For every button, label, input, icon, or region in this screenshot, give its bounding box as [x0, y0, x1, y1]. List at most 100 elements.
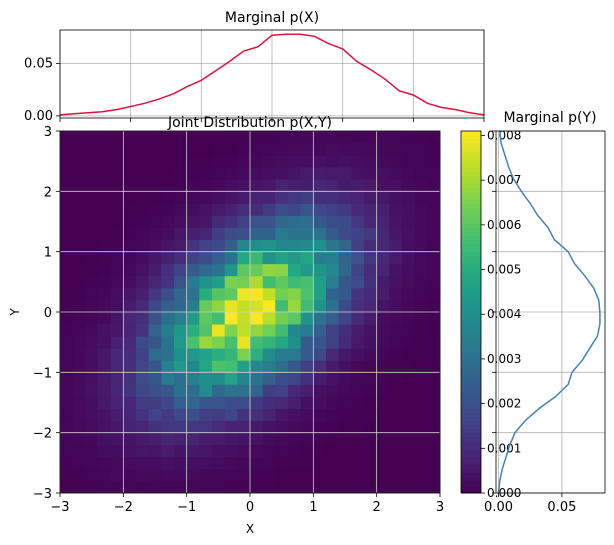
heatmap-cell: [351, 456, 365, 470]
heatmap-cell: [275, 275, 289, 289]
heatmap-cell: [262, 275, 276, 289]
joint-ytick-label: 3: [44, 125, 52, 140]
heatmap-cell: [364, 384, 378, 397]
heatmap-cell: [364, 408, 378, 421]
heatmap-cell: [427, 203, 441, 216]
heatmap-cell: [72, 336, 86, 349]
heatmap-cell: [389, 372, 403, 385]
heatmap-cell: [72, 131, 86, 144]
heatmap-cell: [161, 215, 175, 228]
colorbar-step: [461, 259, 481, 265]
heatmap-cell: [351, 143, 365, 156]
heatmap-cell: [60, 420, 74, 434]
heatmap-cell: [300, 227, 314, 240]
heatmap-cell: [326, 372, 340, 385]
heatmap-cell: [326, 251, 340, 265]
heatmap-cell: [174, 312, 188, 325]
heatmap-cell: [376, 432, 390, 446]
heatmap-cell: [148, 251, 162, 265]
heatmap-cell: [402, 263, 416, 277]
heatmap-cell: [300, 155, 314, 168]
heatmap-cell: [275, 191, 289, 204]
heatmap-cell: [376, 239, 390, 253]
heatmap-cell: [123, 408, 137, 421]
heatmap-cell: [186, 396, 200, 409]
heatmap-cell: [262, 408, 276, 421]
heatmap-cell: [288, 348, 302, 361]
heatmap-cell: [288, 263, 302, 277]
colorbar-step: [461, 215, 481, 220]
colorbar-step: [461, 167, 481, 172]
heatmap-cell: [262, 480, 276, 494]
heatmap-cell: [313, 396, 327, 409]
heatmap-cell: [414, 432, 428, 446]
heatmap-cell: [275, 348, 289, 361]
heatmap-cell: [123, 299, 137, 313]
heatmap-cell: [427, 263, 441, 277]
heatmap-cell: [364, 348, 378, 361]
heatmap-cell: [224, 444, 238, 458]
heatmap-cell: [224, 131, 238, 144]
heatmap-cell: [389, 191, 403, 204]
heatmap-cell: [224, 336, 238, 349]
heatmap-cell: [351, 312, 365, 325]
heatmap-cell: [338, 324, 352, 337]
heatmap-cell: [199, 287, 213, 301]
heatmap-cell: [275, 155, 289, 168]
colorbar-step: [461, 480, 481, 486]
heatmap-cell: [110, 360, 124, 373]
heatmap-cell: [72, 203, 86, 216]
heatmap-cell: [288, 215, 302, 228]
heatmap-cell: [98, 143, 112, 156]
heatmap-cell: [326, 384, 340, 397]
heatmap-cell: [313, 287, 327, 301]
heatmap-cell: [250, 203, 264, 216]
colorbar-step: [461, 324, 481, 329]
heatmap-cell: [123, 396, 137, 409]
heatmap-cell: [98, 396, 112, 409]
colorbar-step: [461, 448, 481, 454]
colorbar-step: [461, 199, 481, 204]
colorbar-gradient: [461, 131, 481, 494]
heatmap-cell: [338, 263, 352, 277]
colorbar-step: [461, 352, 481, 357]
colorbar-step: [461, 307, 481, 313]
joint-xtick-label: 2: [373, 500, 381, 515]
heatmap-cell: [313, 336, 327, 349]
heatmap-cell: [427, 324, 441, 337]
heatmap-cell: [212, 384, 226, 397]
joint-ytick-label: −2: [33, 427, 52, 442]
colorbar-step: [461, 340, 481, 345]
heatmap-cell: [110, 444, 124, 458]
heatmap-cell: [224, 287, 238, 301]
heatmap-cell: [262, 312, 276, 325]
heatmap-cell: [212, 251, 226, 265]
heatmap-cell: [376, 372, 390, 385]
heatmap-cell: [351, 396, 365, 409]
heatmap-cell: [212, 143, 226, 156]
heatmap-cell: [275, 372, 289, 385]
heatmap-cell: [275, 444, 289, 458]
heatmap-cell: [123, 275, 137, 289]
heatmap-cell: [338, 143, 352, 156]
heatmap-cell: [161, 299, 175, 313]
heatmap-cell: [161, 203, 175, 216]
heatmap-cell: [288, 191, 302, 204]
heatmap-cell: [212, 480, 226, 494]
heatmap-cell: [72, 468, 86, 482]
heatmap-cell: [250, 312, 264, 325]
heatmap-cell: [414, 384, 428, 397]
heatmap-cell: [313, 408, 327, 421]
heatmap-cell: [186, 215, 200, 228]
colorbar-frame: [460, 130, 482, 494]
heatmap-cell: [174, 408, 188, 421]
heatmap-cell: [250, 468, 264, 482]
heatmap-cell: [161, 155, 175, 168]
heatmap-cell: [148, 155, 162, 168]
heatmap-cell: [237, 227, 251, 240]
heatmap-cell: [364, 324, 378, 337]
heatmap-cell: [174, 263, 188, 277]
heatmap-cell: [85, 432, 99, 446]
heatmap-cell: [338, 360, 352, 373]
heatmap-cell: [402, 191, 416, 204]
